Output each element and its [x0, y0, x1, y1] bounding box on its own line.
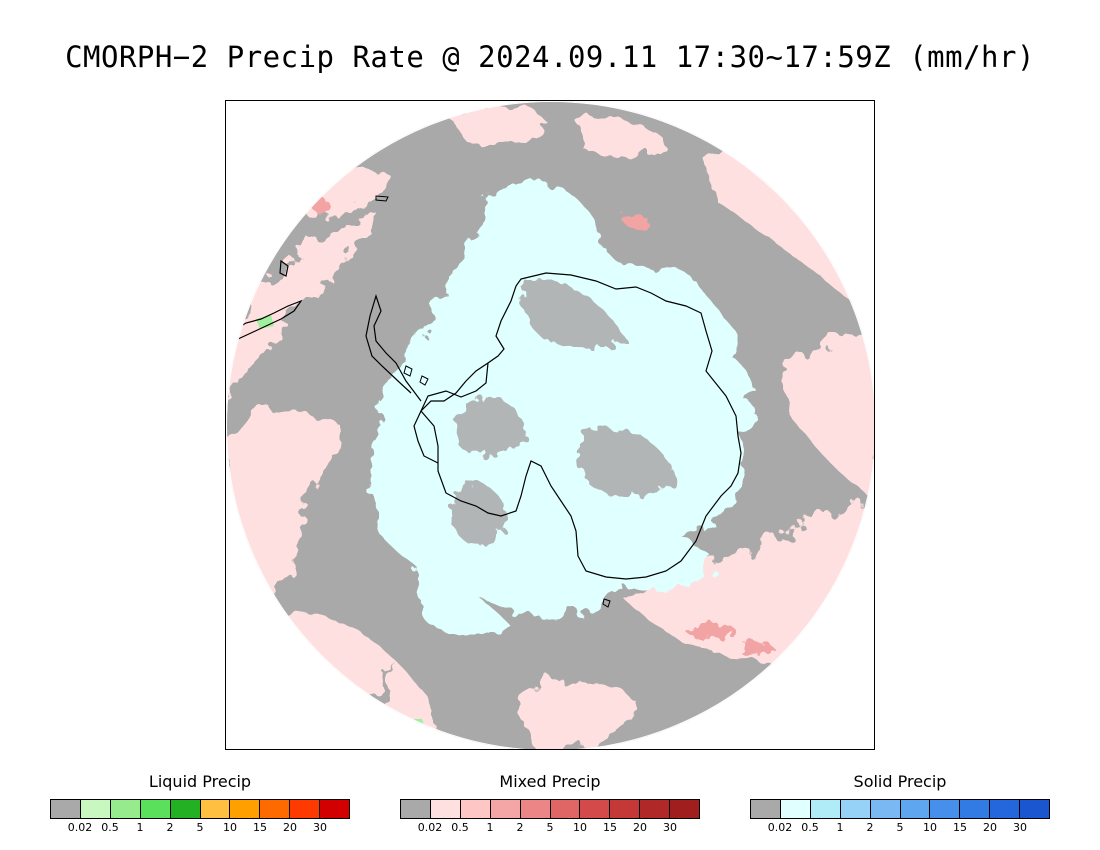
legend-tick-label: 0.02	[417, 821, 443, 834]
legend-swatch	[870, 800, 901, 818]
legend-tick-label: 5	[546, 821, 554, 834]
legend-tick-label: 0.02	[767, 821, 793, 834]
legend-title: Solid Precip	[853, 772, 947, 791]
legend-swatch	[430, 800, 461, 818]
legend-tick-label: 1	[486, 821, 494, 834]
legend-tick-label: 0.5	[451, 821, 469, 834]
legend-colorbar	[400, 799, 700, 819]
legend-tick-label: 0.5	[801, 821, 819, 834]
legend-tick-label: 10	[573, 821, 587, 834]
legend-swatch	[320, 800, 350, 818]
legend-tick-label: 2	[166, 821, 174, 834]
legend-colorbar	[50, 799, 350, 819]
legend-tick-label: 10	[223, 821, 237, 834]
legend-mixed: Mixed Precip 0.02 0.5 1 2 5 10 15 20 30	[400, 772, 700, 837]
legend-swatch	[960, 800, 991, 818]
legend-swatch	[520, 800, 551, 818]
legend-swatch	[810, 800, 841, 818]
legend-swatch	[80, 800, 111, 818]
precip-map	[225, 100, 875, 750]
legend-ticks: 0.02 0.5 1 2 5 10 15 20 30	[400, 821, 700, 837]
legend-tick-label: 15	[253, 821, 267, 834]
legend-tick-label: 20	[983, 821, 997, 834]
polar-map-svg	[226, 101, 874, 749]
mixed-moderate-cells	[311, 200, 774, 656]
legend-swatch	[200, 800, 231, 818]
legend-tick-label: 1	[836, 821, 844, 834]
islands	[375, 195, 611, 608]
legend-tick-label: 30	[1013, 821, 1027, 834]
legend-tick-label: 1	[136, 821, 144, 834]
legend-tick-label: 20	[283, 821, 297, 834]
antarctica-coastline	[420, 272, 742, 580]
legend-swatch	[110, 800, 141, 818]
legend-swatch	[900, 800, 931, 818]
legend-title: Mixed Precip	[499, 772, 601, 791]
antarctic-peninsula-coastline	[365, 294, 489, 464]
legend-ticks: 0.02 0.5 1 2 5 10 15 20 30	[50, 821, 350, 837]
legend-swatch	[170, 800, 201, 818]
disk-edge	[226, 101, 874, 749]
legend-tick-label: 2	[516, 821, 524, 834]
legend-tick-label: 0.02	[67, 821, 93, 834]
legend-tick-label: 30	[313, 821, 327, 834]
legend-tick-label: 5	[196, 821, 204, 834]
legend-tick-label: 2	[866, 821, 874, 834]
legend-ticks: 0.02 0.5 1 2 5 10 15 20 30	[750, 821, 1050, 837]
legend-title: Liquid Precip	[148, 772, 252, 791]
legend-swatch	[51, 800, 81, 818]
legend-swatch	[780, 800, 811, 818]
legend-tick-label: 5	[896, 821, 904, 834]
legend-tick-label: 0.5	[101, 821, 119, 834]
legend-swatch	[260, 800, 291, 818]
legend-swatch	[580, 800, 611, 818]
legend-swatch	[930, 800, 961, 818]
legend-swatch	[490, 800, 521, 818]
legend-liquid: Liquid Precip 0.02 0.5 1 2 5 10 15 20 30	[50, 772, 350, 837]
legend-tick-label: 20	[633, 821, 647, 834]
legend-solid: Solid Precip 0.02 0.5 1 2 5 10 15 20 30	[750, 772, 1050, 837]
legend-tick-label: 15	[603, 821, 617, 834]
legend-swatch	[610, 800, 641, 818]
legend-swatch	[550, 800, 581, 818]
legend-swatch	[670, 800, 700, 818]
legend-swatch	[751, 800, 781, 818]
legend-swatch	[840, 800, 871, 818]
legend-tick-label: 15	[953, 821, 967, 834]
legend-swatch	[640, 800, 671, 818]
continent-texture	[451, 280, 676, 545]
legend-tick-label: 10	[923, 821, 937, 834]
legend-swatch	[1020, 800, 1050, 818]
chart-title: CMORPH−2 Precip Rate @ 2024.09.11 17:30~…	[65, 40, 1035, 74]
legend-swatch	[401, 800, 431, 818]
legend-swatch	[990, 800, 1021, 818]
legend-swatch	[140, 800, 171, 818]
legend-swatch	[290, 800, 321, 818]
legend-swatch	[460, 800, 491, 818]
legend-colorbar	[750, 799, 1050, 819]
legend-swatch	[230, 800, 261, 818]
south-america-coastline	[235, 259, 303, 340]
legend-tick-label: 30	[663, 821, 677, 834]
